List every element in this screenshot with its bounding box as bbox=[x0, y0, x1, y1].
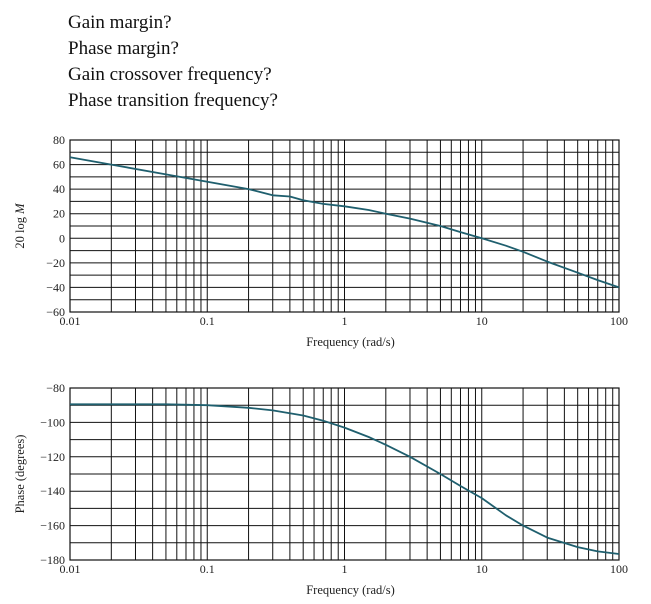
phase-frame bbox=[69, 387, 620, 561]
magnitude-y-tick-label: 80 bbox=[53, 133, 65, 147]
phase-x-tick-label: 0.01 bbox=[60, 562, 81, 576]
magnitude-x-tick-label: 100 bbox=[610, 314, 628, 328]
magnitude-x-tick-label: 0.1 bbox=[200, 314, 215, 328]
magnitude-y-tick-label: −20 bbox=[46, 256, 65, 270]
phase-y-tick-label: −80 bbox=[46, 381, 65, 395]
magnitude-curve bbox=[69, 156, 620, 289]
magnitude-x-tick-label: 0.01 bbox=[60, 314, 81, 328]
magnitude-y-tick-label: −40 bbox=[46, 280, 65, 294]
magnitude-frame bbox=[69, 139, 620, 313]
question-phase-margin: Phase margin? bbox=[68, 38, 179, 59]
question-phase-transition: Phase transition frequency? bbox=[68, 90, 278, 111]
phase-x-tick-label: 0.1 bbox=[200, 562, 215, 576]
phase-x-tick-label: 100 bbox=[610, 562, 628, 576]
phase-y-tick-label: −100 bbox=[40, 415, 65, 429]
phase-y-tick-label: −160 bbox=[40, 519, 65, 533]
question-list: Gain margin? Phase margin? Gain crossove… bbox=[68, 10, 278, 114]
question-gain-crossover: Gain crossover frequency? bbox=[68, 64, 272, 85]
phase-y-tick-label: −180 bbox=[40, 553, 65, 567]
magnitude-x-axis-label: Frequency (rad/s) bbox=[306, 335, 395, 349]
phase-x-tick-label: 1 bbox=[342, 562, 348, 576]
magnitude-y-tick-label: 40 bbox=[53, 182, 65, 196]
phase-x-tick-label: 10 bbox=[476, 562, 488, 576]
magnitude-x-tick-label: 1 bbox=[342, 314, 348, 328]
phase-curve bbox=[70, 403, 620, 555]
magnitude-y-tick-label: 60 bbox=[53, 158, 65, 172]
magnitude-plot: 80 60 40 20 0 −20 −40 −600.01 0.1 1 10 100 Frequency… bbox=[13, 133, 628, 349]
question-gain-margin: Gain margin? bbox=[68, 12, 172, 33]
phase-y-tick-label: −120 bbox=[40, 450, 65, 464]
phase-y-axis-label: Phase (degrees) bbox=[13, 435, 27, 514]
magnitude-y-axis-label: 20 log M bbox=[13, 203, 27, 249]
magnitude-y-tick-label: 20 bbox=[53, 207, 65, 221]
magnitude-y-tick-label: 0 bbox=[59, 231, 65, 245]
phase-y-tick-label: −140 bbox=[40, 484, 65, 498]
magnitude-y-tick-label: −60 bbox=[46, 305, 65, 319]
magnitude-x-tick-label: 10 bbox=[476, 314, 488, 328]
phase-x-axis-label: Frequency (rad/s) bbox=[306, 583, 395, 597]
